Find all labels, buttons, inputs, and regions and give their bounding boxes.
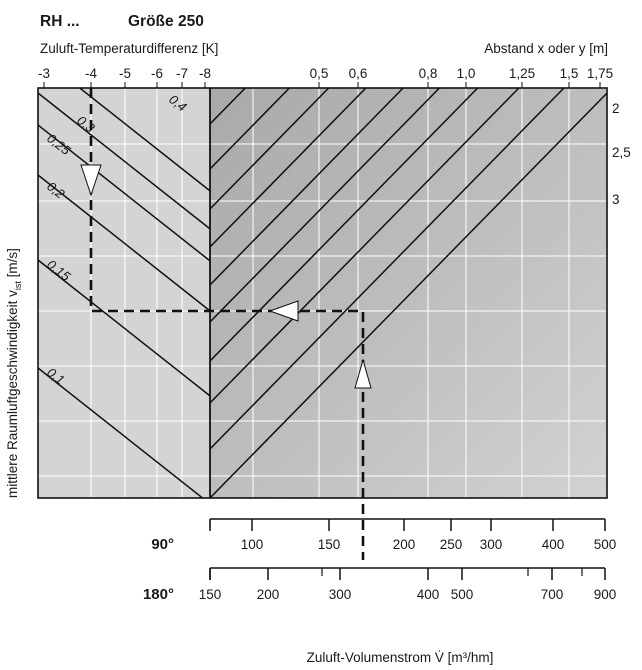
- scale-tick-label: 150: [199, 587, 222, 602]
- scale-tick-label: 700: [541, 587, 564, 602]
- example-path: [80, 88, 372, 560]
- velocity-lines: [38, 88, 210, 498]
- distance-tick-label: 0,8: [419, 66, 438, 81]
- scale-tick-label: 400: [417, 587, 440, 602]
- top-ticks: -3 -4 -5 -6 -7 -8 0,5 0,6 0,8 1,0 1,25 1,5 1,75: [38, 66, 613, 88]
- scale-tick-label: 300: [480, 537, 503, 552]
- bottom-scales: 100 150 200 250 300 400 500 90° 150 200 300 400 500 7…: [143, 518, 617, 603]
- distance-line: [210, 88, 367, 248]
- distance-line: [210, 88, 441, 323]
- distance-side-label: 2,5: [612, 145, 631, 160]
- scale-tick-label: 500: [451, 587, 474, 602]
- distance-side-label: 3: [612, 192, 620, 207]
- velocity-line: [38, 92, 210, 230]
- distance-tick-label: 0,5: [310, 66, 329, 81]
- right-side-labels: 22,53: [612, 101, 631, 207]
- scale-tick-label: 100: [241, 537, 264, 552]
- distance-tick-label: 1,25: [509, 66, 535, 81]
- scale-tick-label: 500: [594, 537, 617, 552]
- distance-side-label: 2: [612, 101, 620, 116]
- temperature-tick-label: -3: [38, 66, 50, 81]
- scale-tick-label: 900: [594, 587, 617, 602]
- distance-line: [210, 88, 565, 450]
- arrow-left: [268, 300, 299, 322]
- scale-tick-label: 300: [329, 587, 352, 602]
- temperature-tick-label: -8: [199, 66, 211, 81]
- distance-line: [210, 91, 607, 498]
- scale-tick-label: 250: [440, 537, 463, 552]
- distance-line: [210, 88, 330, 210]
- distance-line: [210, 88, 405, 286]
- velocity-line: [38, 367, 204, 498]
- scale-tick-label: 400: [542, 537, 565, 552]
- velocity-line: [38, 124, 210, 262]
- distance-line: [210, 88, 479, 362]
- scale-tick-label: 200: [257, 587, 280, 602]
- arrow-down: [80, 164, 102, 197]
- distance-tick-label: 1,0: [457, 66, 476, 81]
- scale-tick-label: 150: [318, 537, 341, 552]
- distance-tick-label: 0,6: [349, 66, 368, 81]
- plot-border: [37, 87, 608, 499]
- distance-tick-label: 1,5: [560, 66, 579, 81]
- scale-name: 180°: [143, 586, 174, 603]
- y-axis-label: mittlere Raumluftgeschwindigkeit vist [m…: [5, 248, 23, 498]
- temperature-axis-label: Zuluft-Temperaturdifferenz [K]: [40, 41, 218, 56]
- left-panel: [38, 88, 210, 498]
- chart-title: RH ...: [40, 13, 80, 30]
- temperature-tick-label: -7: [176, 66, 188, 81]
- grid: [38, 88, 607, 498]
- temperature-tick-label: -4: [85, 66, 97, 81]
- chart-subtitle: Größe 250: [128, 13, 204, 30]
- velocity-line: [38, 259, 210, 397]
- temperature-tick-label: -6: [151, 66, 163, 81]
- velocity-line: [78, 88, 210, 192]
- velocity-line: [38, 174, 210, 312]
- scale-name: 90°: [151, 536, 174, 553]
- distance-tick-label: 1,75: [587, 66, 613, 81]
- temperature-tick-label: -5: [119, 66, 131, 81]
- scale-tick-label: 200: [393, 537, 416, 552]
- distance-axis-label: Abstand x oder y [m]: [484, 41, 608, 56]
- x-axis-label: Zuluft-Volumenstrom V̇ [m³/hm]: [307, 650, 494, 665]
- arrow-up: [354, 358, 372, 389]
